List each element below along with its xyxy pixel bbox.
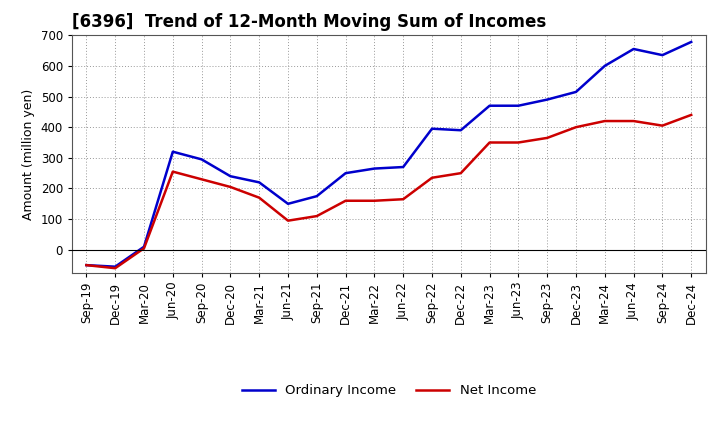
Ordinary Income [514,103,523,108]
Net Income [226,184,235,190]
Ordinary Income [658,52,667,58]
Net Income [514,140,523,145]
Text: [6396]  Trend of 12-Month Moving Sum of Incomes: [6396] Trend of 12-Month Moving Sum of I… [72,13,546,31]
Ordinary Income [399,165,408,170]
Ordinary Income [428,126,436,132]
Ordinary Income [255,180,264,185]
Net Income [456,171,465,176]
Ordinary Income [543,97,552,102]
Net Income [399,197,408,202]
Net Income [82,263,91,268]
Ordinary Income [341,171,350,176]
Ordinary Income [485,103,494,108]
Ordinary Income [226,174,235,179]
Y-axis label: Amount (million yen): Amount (million yen) [22,88,35,220]
Line: Ordinary Income: Ordinary Income [86,42,691,267]
Net Income [197,176,206,182]
Net Income [370,198,379,203]
Net Income [168,169,177,174]
Ordinary Income [284,201,292,206]
Line: Net Income: Net Income [86,115,691,268]
Net Income [111,266,120,271]
Net Income [572,125,580,130]
Net Income [428,175,436,180]
Ordinary Income [168,149,177,154]
Ordinary Income [312,194,321,199]
Ordinary Income [456,128,465,133]
Ordinary Income [629,46,638,51]
Net Income [341,198,350,203]
Ordinary Income [82,263,91,268]
Net Income [255,195,264,200]
Ordinary Income [687,39,696,44]
Net Income [140,246,148,251]
Ordinary Income [140,244,148,249]
Net Income [629,118,638,124]
Net Income [600,118,609,124]
Net Income [312,213,321,219]
Net Income [485,140,494,145]
Ordinary Income [600,63,609,69]
Net Income [284,218,292,224]
Net Income [687,112,696,117]
Legend: Ordinary Income, Net Income: Ordinary Income, Net Income [236,379,541,403]
Ordinary Income [111,264,120,269]
Ordinary Income [572,89,580,95]
Net Income [543,135,552,140]
Net Income [658,123,667,128]
Ordinary Income [370,166,379,171]
Ordinary Income [197,157,206,162]
